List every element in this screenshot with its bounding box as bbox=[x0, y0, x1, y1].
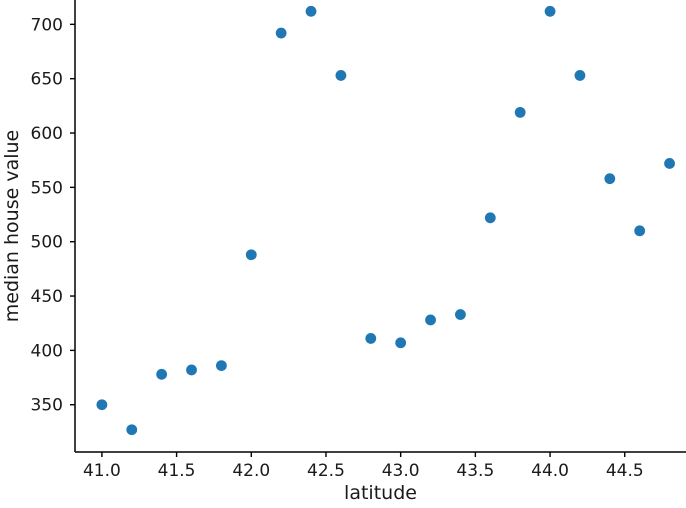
data-point bbox=[275, 27, 287, 39]
data-point bbox=[245, 249, 257, 261]
x-axis-label: latitude bbox=[344, 482, 417, 504]
y-tick-label: 450 bbox=[31, 287, 63, 307]
y-tick-label: 350 bbox=[31, 396, 63, 416]
data-point bbox=[544, 5, 556, 17]
y-tick-label: 700 bbox=[31, 15, 63, 35]
x-tick-label: 41.5 bbox=[158, 461, 196, 481]
data-point bbox=[335, 70, 347, 81]
data-point bbox=[425, 314, 436, 326]
y-tick-label: 600 bbox=[31, 124, 63, 144]
x-tick-label: 41.0 bbox=[83, 461, 121, 481]
y-tick-label: 400 bbox=[31, 341, 63, 361]
x-tick-label: 42.0 bbox=[232, 461, 270, 481]
data-point bbox=[574, 70, 586, 81]
data-point bbox=[156, 368, 168, 380]
x-tick-label: 42.5 bbox=[307, 461, 345, 481]
data-point bbox=[186, 364, 197, 376]
y-tick-label: 550 bbox=[31, 178, 63, 198]
data-point bbox=[455, 309, 466, 320]
x-tick-label: 44.0 bbox=[531, 461, 569, 481]
data-point bbox=[305, 5, 317, 17]
data-point bbox=[395, 337, 407, 349]
data-point bbox=[634, 225, 646, 237]
data-point bbox=[604, 173, 616, 185]
data-point bbox=[664, 158, 675, 169]
x-tick-label: 43.5 bbox=[456, 461, 494, 481]
data-point bbox=[514, 106, 526, 118]
y-axis-label: median house value bbox=[1, 129, 23, 323]
data-point bbox=[216, 360, 227, 371]
y-tick-label: 650 bbox=[31, 70, 63, 90]
data-point bbox=[484, 212, 496, 224]
x-tick-label: 43.0 bbox=[382, 461, 420, 481]
data-point bbox=[96, 399, 108, 411]
y-tick-label: 500 bbox=[31, 233, 63, 253]
data-point bbox=[126, 424, 138, 436]
x-tick-label: 44.5 bbox=[606, 461, 644, 481]
data-point bbox=[365, 333, 377, 344]
